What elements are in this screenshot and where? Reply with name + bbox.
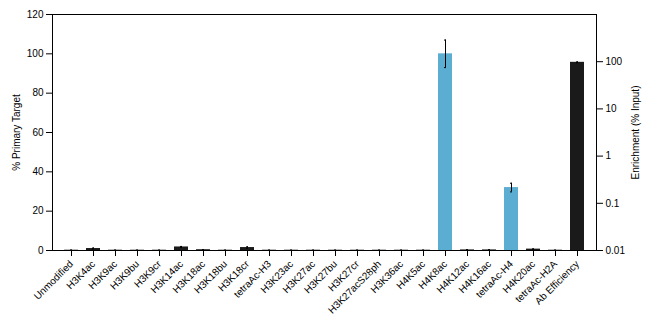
svg-text:tetraAc-H4: tetraAc-H4 — [473, 258, 516, 300]
svg-text:Ab Efficiency: Ab Efficiency — [533, 258, 582, 307]
svg-text:tetraAc-H3: tetraAc-H3 — [231, 258, 274, 300]
svg-text:H3K18bu: H3K18bu — [191, 258, 230, 296]
svg-text:H3K18cr: H3K18cr — [215, 258, 252, 294]
svg-text:20: 20 — [32, 205, 44, 216]
svg-text:H4K5ac: H4K5ac — [394, 258, 428, 292]
svg-text:H3K9bu: H3K9bu — [107, 258, 142, 292]
svg-text:H3K9cr: H3K9cr — [131, 258, 164, 290]
svg-text:0: 0 — [38, 245, 44, 256]
svg-text:H3K27ac: H3K27ac — [280, 258, 318, 296]
svg-text:H3K14ac: H3K14ac — [148, 258, 186, 296]
svg-text:120: 120 — [27, 9, 44, 20]
svg-text:100: 100 — [27, 48, 44, 59]
svg-text:0.01: 0.01 — [606, 245, 626, 256]
svg-text:H3K27bu: H3K27bu — [301, 258, 340, 296]
svg-text:H3K27cr: H3K27cr — [325, 258, 362, 294]
svg-text:H4K8ac: H4K8ac — [416, 258, 450, 292]
svg-text:40: 40 — [32, 166, 44, 177]
svg-text:H3K36ac: H3K36ac — [368, 258, 406, 296]
svg-text:H3K23ac: H3K23ac — [258, 258, 296, 296]
svg-text:10: 10 — [606, 103, 618, 114]
svg-text:H3K9ac: H3K9ac — [86, 258, 120, 292]
svg-text:% Primary Target: % Primary Target — [11, 94, 22, 171]
svg-text:60: 60 — [32, 127, 44, 138]
svg-text:100: 100 — [606, 56, 623, 67]
svg-text:H4K16ac: H4K16ac — [456, 258, 494, 296]
svg-text:H4K20ac: H4K20ac — [500, 258, 538, 296]
svg-text:H3K18ac: H3K18ac — [170, 258, 208, 296]
svg-text:1: 1 — [606, 150, 612, 161]
svg-text:Unmodified: Unmodified — [31, 258, 76, 302]
svg-text:Enrichment (% Input): Enrichment (% Input) — [630, 86, 641, 180]
svg-text:H4K12ac: H4K12ac — [434, 258, 472, 296]
svg-text:0.1: 0.1 — [606, 198, 620, 209]
svg-text:80: 80 — [32, 87, 44, 98]
svg-text:H3K4ac: H3K4ac — [64, 258, 98, 292]
svg-text:tetraAc-H2A: tetraAc-H2A — [512, 258, 560, 305]
